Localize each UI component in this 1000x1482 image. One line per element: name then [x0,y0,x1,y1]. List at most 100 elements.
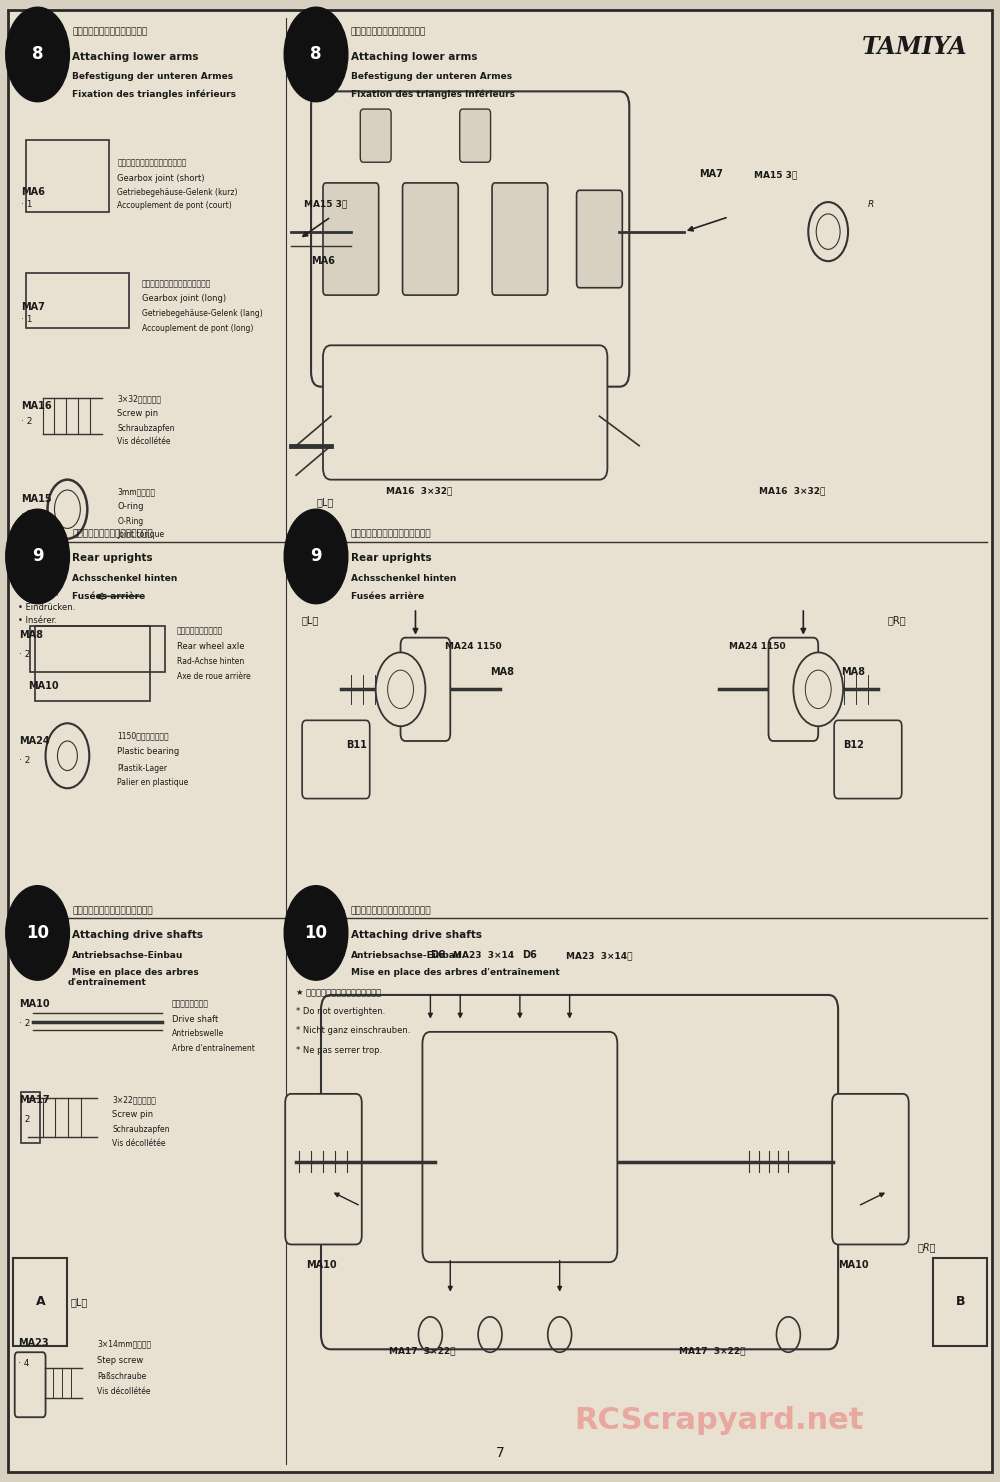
Text: Axe de roue arrière: Axe de roue arrière [177,671,251,682]
Text: 〈リヤロアアームの取り付け〉: 〈リヤロアアームの取り付け〉 [72,28,148,37]
Text: 3×22スクリビン: 3×22スクリビン [112,1095,156,1104]
Text: Plastic bearing: Plastic bearing [117,747,179,756]
Text: 〈ドライブシャフトの取り付け〉: 〈ドライブシャフトの取り付け〉 [351,907,431,916]
Text: Antriebswelle: Antriebswelle [172,1030,224,1039]
FancyBboxPatch shape [492,182,548,295]
Text: A: A [36,1295,45,1309]
Text: 9: 9 [310,547,322,566]
Text: Fusées arrière: Fusées arrière [72,591,146,600]
Circle shape [376,652,425,726]
Text: MA17  3×22㎜: MA17 3×22㎜ [389,1347,455,1356]
Text: · 4: · 4 [18,1359,29,1368]
FancyBboxPatch shape [321,994,838,1349]
Text: リヤホイールアクスル: リヤホイールアクスル [177,627,223,636]
Text: 3mmオリング: 3mmオリング [117,488,155,496]
Text: * Ne pas serrer trop.: * Ne pas serrer trop. [296,1045,382,1055]
Text: MA17  3×22㎜: MA17 3×22㎜ [679,1347,746,1356]
Text: MA16: MA16 [21,400,51,411]
Circle shape [284,510,348,603]
Text: Attaching lower arms: Attaching lower arms [72,52,199,61]
Text: Screw pin: Screw pin [117,409,158,418]
FancyBboxPatch shape [311,92,629,387]
Text: * Nicht ganz einschrauben.: * Nicht ganz einschrauben. [296,1027,411,1036]
Text: MA8: MA8 [19,630,43,640]
Text: MA8: MA8 [841,667,865,677]
Text: 10: 10 [305,923,328,943]
Text: MA15 3㎜: MA15 3㎜ [754,170,797,179]
Text: 7: 7 [496,1445,504,1460]
Text: MA23  3×14: MA23 3×14 [453,951,514,960]
Text: MA10: MA10 [838,1260,869,1270]
Text: ギヤーボックスジョイント（長）: ギヤーボックスジョイント（長） [142,279,211,289]
Circle shape [793,652,843,726]
Text: O-Ring: O-Ring [117,517,143,526]
Circle shape [6,7,69,102]
Text: D6: D6 [430,950,445,960]
Text: MA15: MA15 [21,494,51,504]
Text: D6: D6 [522,950,537,960]
Text: 〈リヤロアアームの取り付け〉: 〈リヤロアアームの取り付け〉 [351,28,426,37]
Text: Vis décollétée: Vis décollétée [112,1138,166,1147]
FancyBboxPatch shape [403,182,458,295]
Circle shape [6,510,69,603]
Text: 〈リヤアップライトの組み立て〉: 〈リヤアップライトの組み立て〉 [72,529,153,539]
Text: ★ しめつけすぎに注意して下さい。: ★ しめつけすぎに注意して下さい。 [296,988,381,997]
FancyBboxPatch shape [834,720,902,799]
Text: Schraubzapfen: Schraubzapfen [117,424,175,433]
Circle shape [284,886,348,980]
Text: Antriebsachse-Einbau: Antriebsachse-Einbau [72,950,184,960]
Text: Fixation des triangles inférieurs: Fixation des triangles inférieurs [351,90,515,99]
Text: 3×14mm段付ビス: 3×14mm段付ビス [97,1340,151,1349]
Circle shape [284,7,348,102]
Text: 9: 9 [32,547,43,566]
Text: Accouplement de pont (court): Accouplement de pont (court) [117,202,232,210]
Text: 〈L〉: 〈L〉 [70,1297,88,1307]
Text: Getriebegehäuse-Gelenk (kurz): Getriebegehäuse-Gelenk (kurz) [117,188,238,197]
Text: Accouplement de pont (long): Accouplement de pont (long) [142,323,253,332]
Text: 〈R〉: 〈R〉 [888,615,906,625]
Text: · 2: · 2 [19,756,30,765]
Text: MA24: MA24 [19,737,49,745]
Text: Attaching drive shafts: Attaching drive shafts [351,931,482,940]
Text: 〈R〉: 〈R〉 [918,1242,936,1252]
Text: Mise en place des arbres: Mise en place des arbres [72,968,199,977]
Text: 8: 8 [32,46,43,64]
Text: Drive shaft: Drive shaft [172,1015,218,1024]
Text: O-ring: O-ring [117,502,144,511]
FancyBboxPatch shape [323,182,379,295]
Text: Schraubzapfen: Schraubzapfen [112,1125,170,1134]
Text: MA23: MA23 [18,1338,48,1349]
Text: Getriebegehäuse-Gelenk (lang): Getriebegehäuse-Gelenk (lang) [142,308,263,317]
Text: Plastik-Lager: Plastik-Lager [117,763,167,772]
Text: d'entraînement: d'entraînement [67,978,146,987]
Text: MA7: MA7 [699,169,723,179]
Text: RCScrapyard.net: RCScrapyard.net [574,1405,863,1435]
Text: Vis décollétée: Vis décollétée [117,437,171,446]
Text: 〈L〉: 〈L〉 [301,615,318,625]
Text: Fusées arrière: Fusées arrière [351,591,424,600]
Text: · 2: · 2 [19,1020,30,1029]
Text: Attaching lower arms: Attaching lower arms [351,52,477,61]
Text: Achsschenkel hinten: Achsschenkel hinten [351,574,456,582]
Text: MA6: MA6 [21,187,45,197]
Text: R: R [868,200,874,209]
Text: MA15 3㎜: MA15 3㎜ [304,200,347,209]
FancyBboxPatch shape [401,637,450,741]
Text: Step screw: Step screw [97,1356,144,1365]
Text: Achsschenkel hinten: Achsschenkel hinten [72,574,178,582]
Text: Rear uprights: Rear uprights [351,553,431,563]
Text: Arbre d'entraînement: Arbre d'entraînement [172,1043,255,1054]
Text: MA17: MA17 [19,1095,49,1104]
Text: TAMIYA: TAMIYA [862,36,967,59]
Text: Rear wheel axle: Rear wheel axle [177,643,244,652]
FancyBboxPatch shape [360,110,391,162]
FancyBboxPatch shape [577,190,622,288]
Text: Befestigung der unteren Armes: Befestigung der unteren Armes [72,73,234,82]
Text: · 2: · 2 [21,510,32,519]
Text: · 2: · 2 [19,649,30,659]
FancyBboxPatch shape [285,1094,362,1245]
Text: 〈ドライブシャフトの取り付け〉: 〈ドライブシャフトの取り付け〉 [72,907,153,916]
FancyBboxPatch shape [8,10,992,1472]
Text: ← 押しこみます。: ← 押しこみます。 [18,575,62,584]
Text: Fixation des triangles inférieurs: Fixation des triangles inférieurs [72,90,236,99]
